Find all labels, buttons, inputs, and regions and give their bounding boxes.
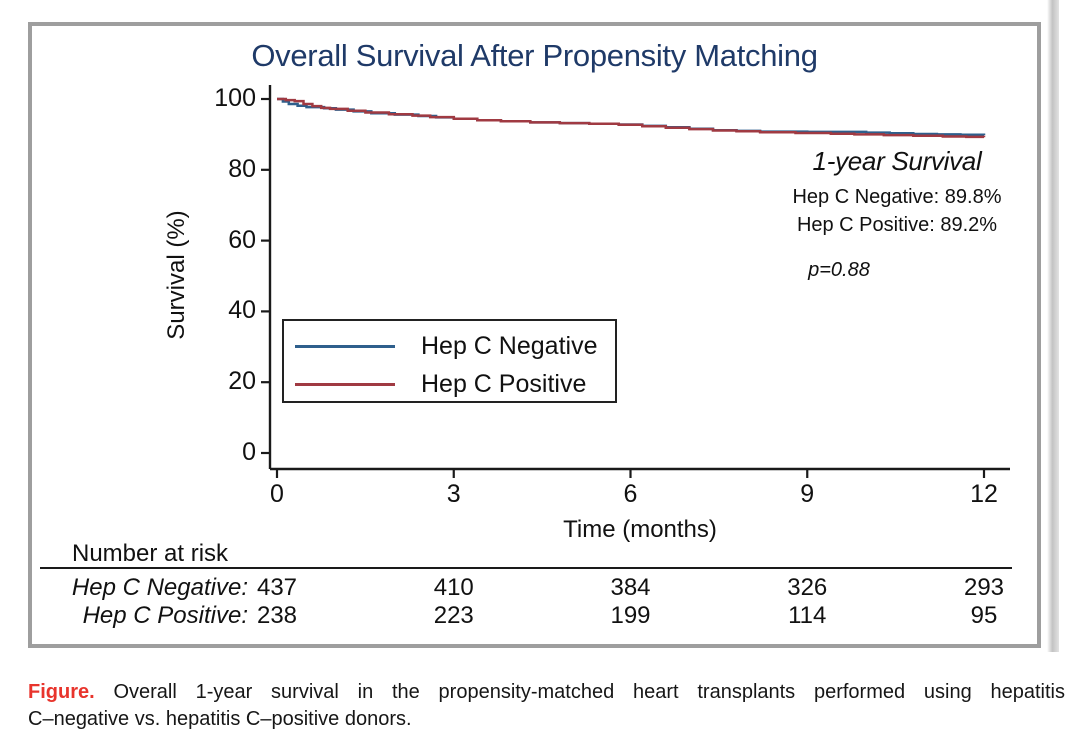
legend-item-positive: Hep C Positive bbox=[284, 369, 615, 399]
x-tick-label: 9 bbox=[800, 480, 815, 508]
caption-figure-label: Figure. bbox=[28, 681, 95, 703]
risk-value: 95 bbox=[970, 602, 998, 629]
legend: Hep C Negative Hep C Positive bbox=[282, 319, 617, 403]
risk-value: 238 bbox=[256, 602, 298, 629]
page-scan-shadow bbox=[1047, 0, 1059, 652]
x-tick-label: 3 bbox=[446, 480, 461, 508]
x-tick-label: 12 bbox=[970, 480, 998, 508]
risk-value: 410 bbox=[433, 574, 474, 601]
risk-row-label: Hep C Negative: bbox=[71, 574, 248, 601]
risk-value: 437 bbox=[256, 574, 298, 601]
caption-text-1: Overall 1-year survival in the propensit… bbox=[113, 681, 1065, 703]
survival-curve-positive bbox=[277, 97, 986, 139]
legend-line-negative-icon bbox=[295, 344, 395, 348]
number-at-risk-header: Number at risk bbox=[72, 540, 229, 567]
risk-value: 199 bbox=[610, 602, 651, 629]
risk-value: 384 bbox=[610, 574, 651, 601]
annotation-positive-value: Hep C Positive: 89.2% bbox=[796, 214, 998, 236]
survival-annotation: 1-year Survival Hep C Negative: 89.8% He… bbox=[762, 146, 1032, 282]
caption-text-2: C–negative vs. hepatitis C–positive dono… bbox=[28, 708, 412, 730]
figure-panel: Overall Survival After Propensity Matchi… bbox=[28, 22, 1041, 648]
annotation-negative-value: Hep C Negative: 89.8% bbox=[792, 186, 1002, 208]
chart-title: Overall Survival After Propensity Matchi… bbox=[251, 38, 818, 73]
y-axis-title: Survival (%) bbox=[163, 210, 190, 340]
survival-curve-negative bbox=[277, 97, 986, 137]
risk-value: 223 bbox=[433, 602, 474, 629]
risk-value: 114 bbox=[788, 602, 827, 629]
risk-value: 293 bbox=[963, 574, 1005, 601]
y-tick-label: 20 bbox=[228, 367, 256, 396]
survival-plot-svg bbox=[261, 85, 1010, 478]
risk-value: 326 bbox=[787, 574, 828, 601]
plot-region: Overall Survival After Propensity Matchi… bbox=[32, 26, 1037, 644]
legend-line-positive-icon bbox=[295, 382, 395, 386]
x-tick-label: 0 bbox=[270, 480, 284, 508]
legend-label-negative: Hep C Negative bbox=[421, 331, 598, 360]
y-tick-label: 100 bbox=[214, 84, 256, 112]
y-tick-label: 80 bbox=[228, 154, 256, 183]
x-tick-label: 6 bbox=[623, 480, 638, 508]
x-axis-title: Time (months) bbox=[563, 516, 717, 543]
y-tick-label: 60 bbox=[228, 225, 256, 254]
caption-line-1: Figure. Overall 1-year survival in the p… bbox=[28, 679, 1065, 706]
annotation-heading: 1-year Survival bbox=[812, 146, 982, 176]
legend-item-negative: Hep C Negative bbox=[284, 331, 615, 361]
figure-caption: Figure. Overall 1-year survival in the p… bbox=[28, 679, 1065, 733]
risk-row-label: Hep C Positive: bbox=[82, 602, 248, 629]
legend-label-positive: Hep C Positive bbox=[421, 369, 587, 398]
y-tick-label: 0 bbox=[242, 438, 256, 466]
p-value: p=0.88 bbox=[808, 259, 870, 281]
y-tick-label: 40 bbox=[228, 296, 256, 325]
risk-table-separator bbox=[40, 567, 1012, 569]
